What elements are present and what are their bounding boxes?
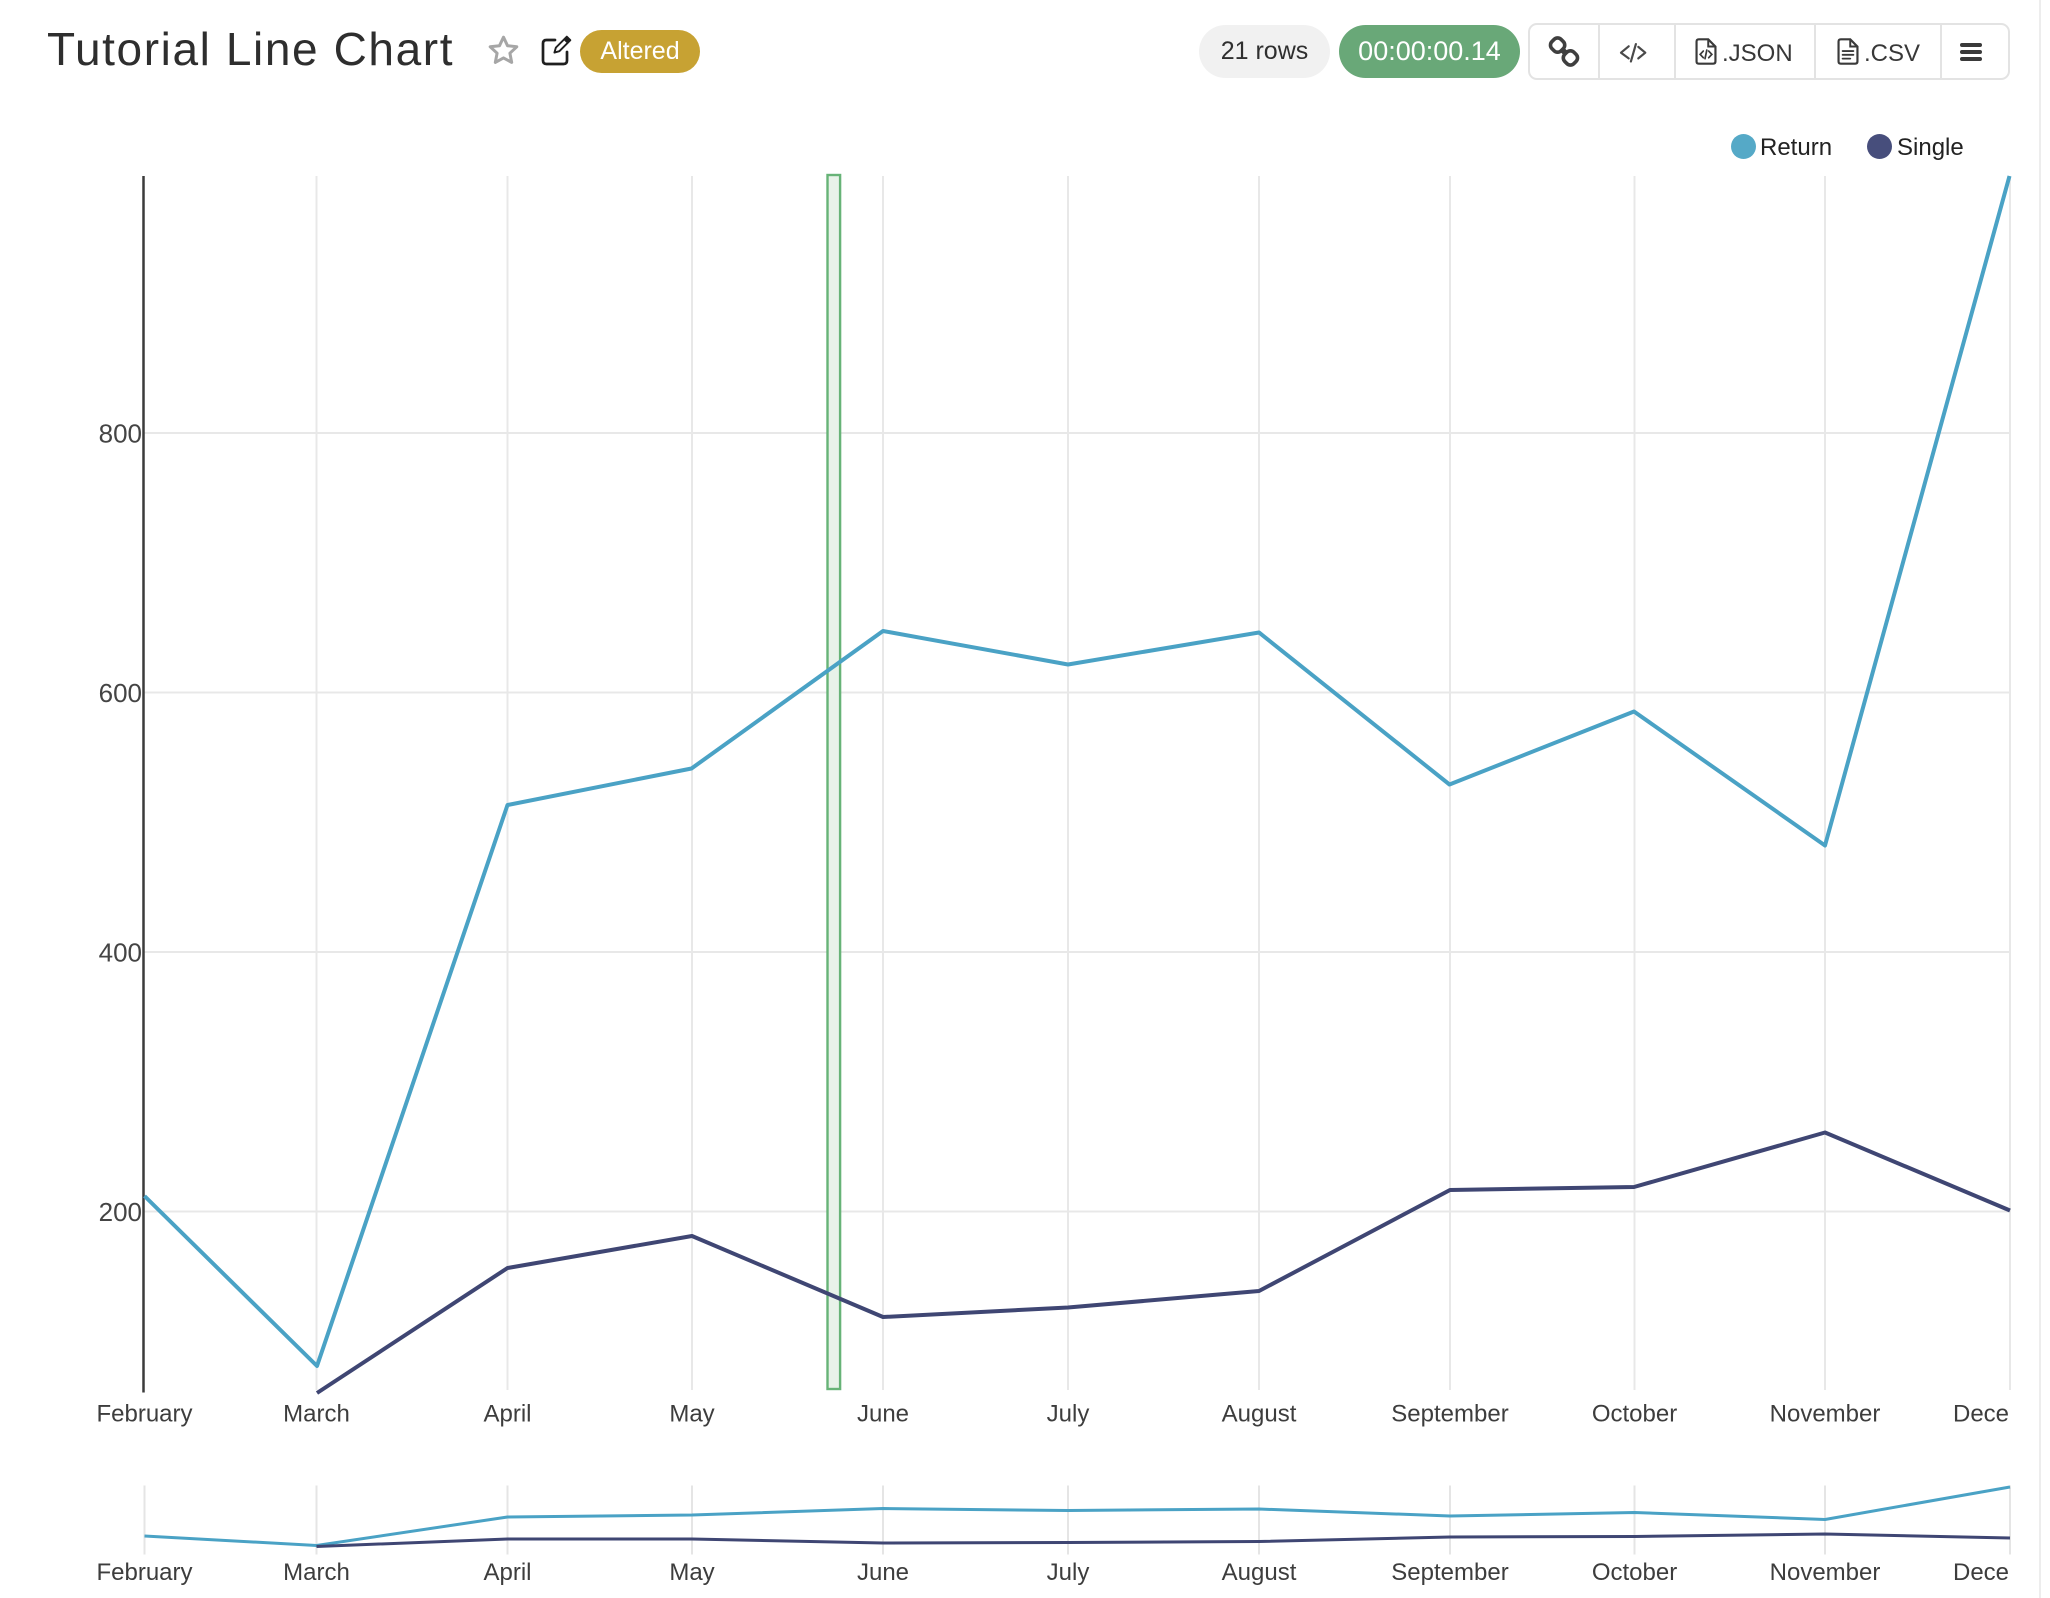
svg-text:February: February [96,1559,192,1586]
svg-text:Dece: Dece [1953,1559,2009,1586]
svg-text:March: March [283,1401,350,1428]
svg-text:May: May [669,1401,714,1428]
svg-text:March: March [283,1559,350,1586]
svg-text:April: April [483,1401,531,1428]
svg-text:November: November [1770,1401,1881,1428]
svg-text:Dece: Dece [1953,1401,2009,1428]
svg-text:August: August [1222,1401,1297,1428]
svg-text:February: February [96,1401,192,1428]
svg-text:April: April [483,1559,531,1586]
svg-text:August: August [1222,1559,1297,1586]
svg-text:October: October [1592,1559,1677,1586]
svg-text:July: July [1047,1559,1090,1586]
svg-text:October: October [1592,1401,1677,1428]
svg-text:June: June [857,1559,909,1586]
svg-text:June: June [857,1401,909,1428]
svg-text:September: September [1391,1559,1508,1586]
svg-text:November: November [1770,1559,1881,1586]
svg-text:200: 200 [99,1197,142,1227]
svg-text:July: July [1047,1401,1090,1428]
svg-text:400: 400 [99,937,142,967]
svg-text:September: September [1391,1401,1508,1428]
svg-text:800: 800 [99,418,142,448]
svg-text:600: 600 [99,678,142,708]
svg-text:May: May [669,1559,714,1586]
